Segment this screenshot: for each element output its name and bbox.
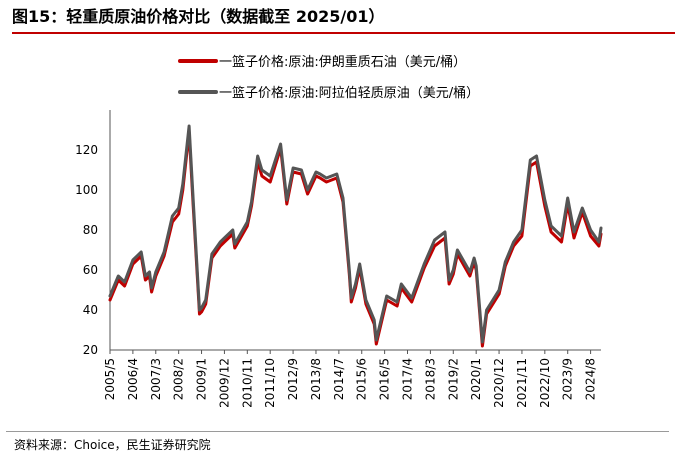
x-tick-label: 2021/11 [515, 358, 529, 408]
x-tick-label: 2012/9 [286, 358, 300, 400]
x-tick-label: 2024/8 [584, 358, 598, 400]
x-tick-label: 2016/5 [378, 358, 392, 400]
x-tick-label: 2022/10 [538, 358, 552, 408]
title-underline [12, 32, 675, 34]
x-tick-label: 2009/12 [217, 358, 231, 408]
legend-label: 一篮子价格:原油:阿拉伯轻质原油（美元/桶） [219, 85, 479, 101]
x-tick-label: 2018/3 [423, 358, 437, 400]
x-tick-label: 2005/5 [103, 358, 117, 400]
x-tick-label: 2020/12 [492, 358, 506, 408]
source-note: 资料来源：Choice，民生证券研究院 [14, 438, 211, 452]
x-tick-label: 2009/1 [195, 358, 209, 400]
x-tick-label: 2006/4 [126, 358, 140, 400]
page-title: 图15：轻重质原油价格对比（数据截至 2025/01） [12, 7, 385, 26]
legend-label: 一篮子价格:原油:伊朗重质石油（美元/桶） [219, 54, 466, 70]
y-axis-ticks: 20 40 60 80 100 120 [75, 143, 98, 357]
x-tick-label: 2007/3 [149, 358, 163, 400]
x-tick-label: 2023/9 [561, 358, 575, 400]
chart-legend: 一篮子价格:原油:伊朗重质石油（美元/桶） 一篮子价格:原油:阿拉伯轻质原油（美元… [178, 54, 479, 101]
x-tick-label: 2010/11 [240, 358, 254, 408]
chart-axes [109, 110, 601, 351]
series-line-light-crude [108, 124, 603, 344]
y-tick-label: 40 [83, 303, 98, 317]
y-tick-label: 80 [83, 223, 98, 237]
x-tick-label: 2020/1 [469, 358, 483, 400]
y-tick-label: 20 [83, 343, 98, 357]
x-axis-ticks: 2005/5 2006/4 2007/3 2008/2 2009/1 2009/12 201… [103, 350, 598, 408]
title-block: 图15：轻重质原油价格对比（数据截至 2025/01） [6, 4, 675, 34]
x-tick-label: 2014/7 [332, 358, 346, 400]
source-divider [6, 431, 669, 432]
x-tick-label: 2008/2 [172, 358, 186, 400]
x-tick-label: 2015/6 [355, 358, 369, 400]
x-tick-label: 2017/4 [401, 358, 415, 400]
chart-series [108, 124, 603, 348]
y-tick-label: 100 [75, 183, 98, 197]
x-tick-label: 2019/2 [446, 358, 460, 400]
y-tick-label: 120 [75, 143, 98, 157]
x-tick-label: 2011/10 [263, 358, 277, 408]
y-tick-label: 60 [83, 263, 98, 277]
x-tick-label: 2013/8 [309, 358, 323, 400]
